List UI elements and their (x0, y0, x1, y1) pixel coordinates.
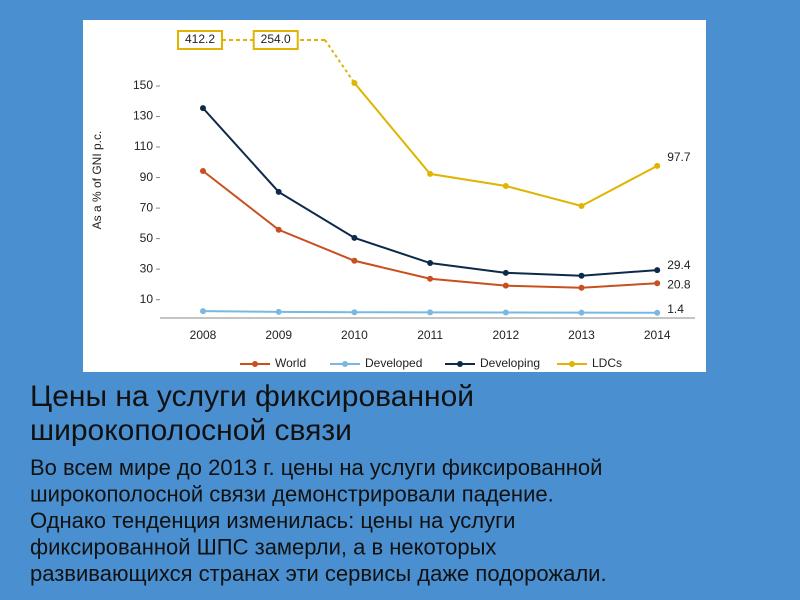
slide-body: широкополосной связи демонстрировали пад… (30, 481, 554, 506)
point (654, 309, 661, 316)
x-tick-label: 2014 (644, 328, 671, 342)
slide-title: широкополосной связи (30, 414, 352, 447)
slide-body: Однако тенденция изменилась: цены на усл… (30, 508, 515, 533)
point (654, 267, 661, 274)
y-tick-label: 130 (133, 109, 153, 123)
point (427, 170, 434, 177)
slide-body: развивающихся странах эти сервисы даже п… (30, 561, 607, 586)
point (200, 105, 206, 112)
point (275, 226, 282, 233)
legend-swatch (457, 361, 463, 367)
x-tick-label: 2008 (190, 328, 217, 342)
y-tick-label: 110 (134, 139, 153, 153)
x-tick-label: 2011 (417, 328, 443, 342)
point (578, 202, 585, 209)
slide-body: фиксированной ШПС замерли, а в некоторых (30, 534, 496, 559)
y-tick-label: 50 (140, 231, 154, 245)
y-tick-label: 30 (140, 261, 154, 275)
point (200, 168, 206, 175)
slide-body: Во всем мире до 2013 г. цены на услуги ф… (30, 455, 602, 480)
x-tick-label: 2013 (568, 328, 595, 342)
point (427, 309, 434, 316)
point (351, 257, 358, 264)
point (578, 284, 585, 291)
point (654, 280, 661, 287)
break-connector (324, 39, 356, 84)
value-label: 20.8 (667, 277, 691, 291)
slide-title: Цены на услуги фиксированной (30, 380, 474, 413)
value-label: 254.0 (261, 32, 291, 46)
point (427, 275, 434, 282)
value-label: 1.4 (667, 302, 684, 316)
point (502, 269, 509, 276)
point (578, 309, 585, 316)
legend-label: LDCs (592, 356, 622, 370)
point (200, 308, 206, 315)
legend-label: Developed (365, 356, 422, 370)
chart-panel (83, 20, 706, 372)
point (502, 282, 509, 289)
x-tick-label: 2012 (492, 328, 519, 342)
value-label: 97.7 (667, 150, 691, 164)
x-tick-label: 2010 (341, 328, 368, 342)
point (275, 188, 282, 195)
legend-swatch (569, 361, 575, 367)
y-tick-label: 10 (140, 292, 154, 306)
y-tick-label: 70 (140, 200, 154, 214)
point (578, 272, 585, 279)
legend-label: Developing (480, 356, 540, 370)
point (502, 182, 509, 189)
value-label: 412.2 (185, 32, 215, 46)
x-tick-label: 2009 (265, 328, 292, 342)
legend-swatch (252, 361, 258, 367)
y-axis-label: As a % of GNI p.c. (90, 131, 104, 230)
point (351, 234, 358, 241)
break-box (252, 30, 299, 50)
y-tick-label: 150 (133, 78, 153, 92)
point (275, 308, 282, 315)
point (502, 309, 509, 316)
point (654, 162, 661, 169)
legend-swatch (342, 361, 348, 367)
point (351, 309, 358, 316)
y-tick-label: 90 (140, 170, 154, 184)
break-box (177, 30, 223, 50)
value-label: 29.4 (667, 258, 691, 272)
point (427, 260, 434, 267)
legend-label: World (275, 356, 306, 370)
